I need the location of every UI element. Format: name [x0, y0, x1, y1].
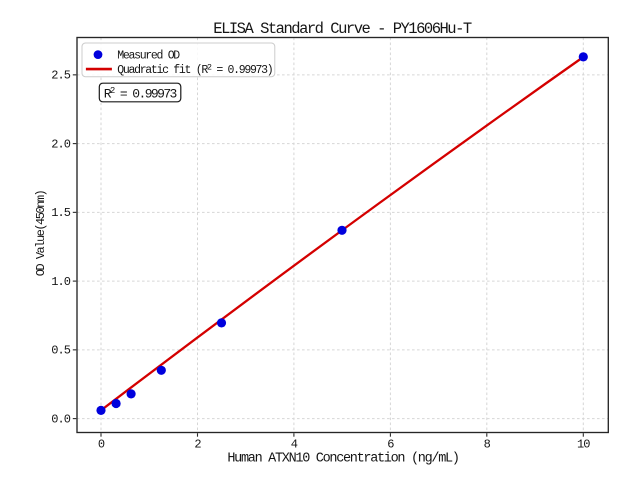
svg-text:Quadratic fit (R2 = 0.99973): Quadratic fit (R2 = 0.99973): [117, 62, 272, 77]
svg-text:1.5: 1.5: [51, 206, 71, 220]
svg-text:2.5: 2.5: [51, 69, 71, 83]
svg-text:0.0: 0.0: [51, 412, 71, 426]
svg-text:R2 = 0.99973: R2 = 0.99973: [104, 86, 177, 102]
svg-text:0.5: 0.5: [51, 344, 71, 358]
svg-text:Measured OD: Measured OD: [117, 50, 180, 63]
svg-text:0: 0: [98, 438, 105, 452]
svg-text:ELISA Standard Curve - PY1606H: ELISA Standard Curve - PY1606Hu-T: [213, 20, 472, 38]
svg-text:1.0: 1.0: [51, 275, 71, 289]
svg-text:8: 8: [484, 438, 491, 452]
svg-text:2.0: 2.0: [51, 137, 71, 151]
svg-text:4: 4: [291, 438, 298, 452]
svg-text:10: 10: [577, 438, 590, 452]
svg-text:OD Value(450nm): OD Value(450nm): [34, 190, 48, 276]
svg-text:Human ATXN10 Concentration (ng: Human ATXN10 Concentration (ng/mL): [227, 452, 458, 467]
svg-text:6: 6: [387, 438, 394, 452]
svg-text:2: 2: [194, 438, 201, 452]
